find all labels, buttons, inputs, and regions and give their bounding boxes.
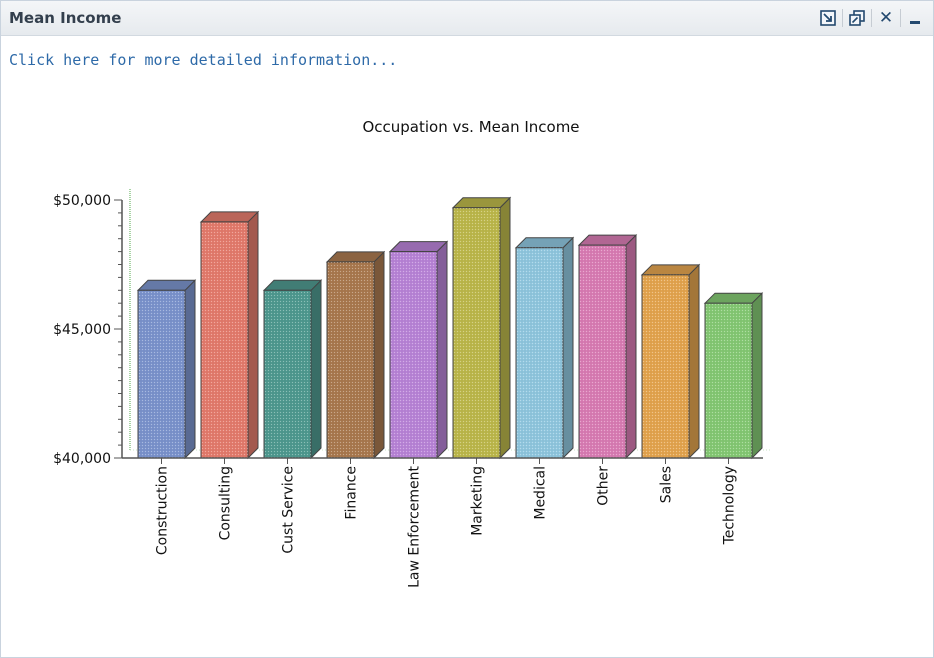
- close-glyph: ✕: [878, 8, 894, 28]
- export-icon[interactable]: [816, 7, 840, 29]
- y-tick-label: $40,000: [53, 451, 111, 467]
- bar-top: [388, 241, 449, 253]
- panel-title: Mean Income: [9, 9, 122, 27]
- maximize-icon[interactable]: [845, 7, 869, 29]
- bar-side: [436, 240, 448, 460]
- bar-texture: [705, 303, 752, 458]
- bar-top: [577, 234, 638, 246]
- x-tick-label: Sales: [659, 466, 675, 503]
- x-tick-label: Finance: [344, 466, 360, 520]
- chart-title: Occupation vs. Mean Income: [362, 118, 579, 136]
- x-tick-label: Construction: [155, 466, 171, 555]
- bar-top: [703, 292, 764, 304]
- bar-top: [136, 279, 197, 291]
- bar-texture: [264, 290, 311, 458]
- x-tick-label: Consulting: [218, 466, 234, 540]
- bar-top: [640, 264, 701, 276]
- y-tick-label: $45,000: [53, 322, 111, 338]
- x-tick-label: Other: [596, 466, 612, 506]
- toolbar-separator: [842, 9, 843, 27]
- bar-top: [325, 251, 386, 263]
- bar-texture: [579, 245, 626, 458]
- bar-side: [184, 279, 196, 460]
- bar-top: [262, 279, 323, 291]
- bar-texture: [201, 221, 248, 458]
- detail-link[interactable]: Click here for more detailed information…: [9, 51, 398, 69]
- bar-side: [688, 263, 700, 460]
- bar-texture: [642, 274, 689, 458]
- bar-side: [625, 233, 637, 460]
- toolbar-separator: [900, 9, 901, 27]
- bar-texture: [516, 247, 563, 458]
- panel-header: Mean Income ✕: [1, 1, 933, 36]
- panel-toolbar: ✕: [814, 6, 927, 30]
- bar-texture: [390, 251, 437, 458]
- x-tick-label: Marketing: [470, 466, 486, 536]
- bar-side: [751, 291, 763, 460]
- bar-texture: [138, 290, 185, 458]
- close-icon[interactable]: ✕: [874, 7, 898, 29]
- x-tick-label: Technology: [722, 466, 738, 545]
- bar-side: [562, 236, 574, 460]
- bar-top: [199, 211, 260, 223]
- bar-side: [373, 250, 385, 460]
- x-tick-label: Medical: [533, 466, 549, 520]
- bar-texture: [453, 207, 500, 458]
- toolbar-separator: [871, 9, 872, 27]
- x-tick-label: Cust Service: [281, 466, 297, 554]
- minimize-icon[interactable]: [903, 7, 927, 29]
- bar-side: [499, 196, 511, 460]
- bar-side: [247, 210, 259, 460]
- bar-texture: [327, 261, 374, 458]
- bar-top: [514, 237, 575, 249]
- bar-side: [310, 279, 322, 460]
- x-tick-label: Law Enforcement: [407, 466, 423, 588]
- y-tick-label: $50,000: [53, 193, 111, 209]
- bar-top: [451, 197, 512, 209]
